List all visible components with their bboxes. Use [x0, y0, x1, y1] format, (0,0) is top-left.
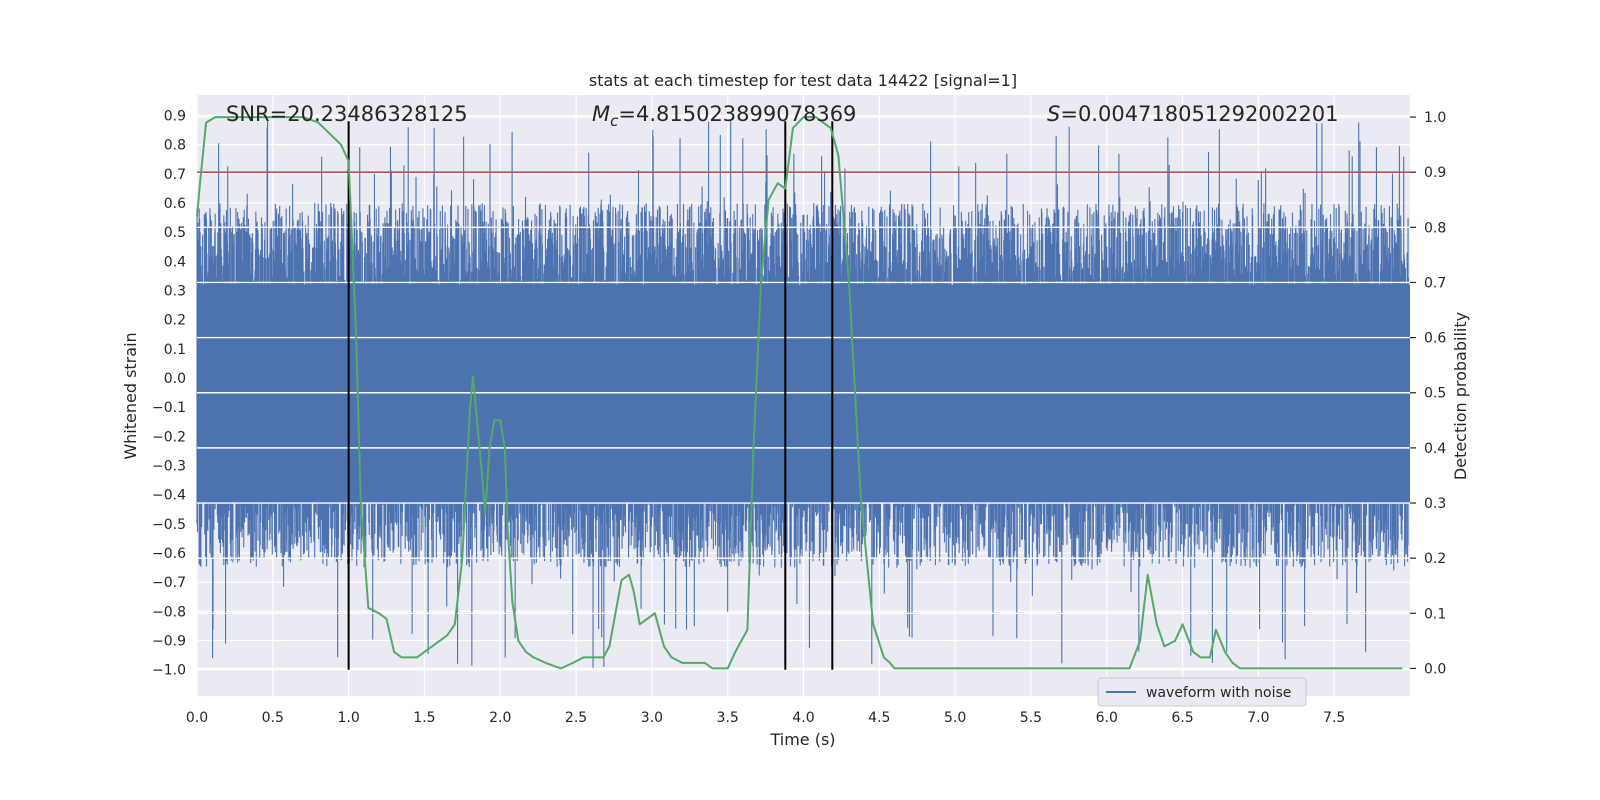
y-axis-left-label: Whitened strain: [121, 332, 140, 459]
y-right-tick-label-9: 0.1: [1424, 606, 1446, 622]
y-left-tick-label-5: 0.4: [164, 254, 186, 270]
y-right-tick-label-5: 0.5: [1424, 386, 1446, 402]
y-left-tick-label-9: 0.0: [164, 371, 186, 387]
x-tick-label-2: 1.0: [337, 710, 359, 726]
y-left-tick-label-0: 0.9: [164, 108, 186, 124]
y-axis-left-ticks: 0.9 0.8 0.7 0.6 0.5 0.4 0.3 0.2 0.1 0.0 −0.1 −0.2 −0…: [152, 108, 186, 678]
x-tick-label-12: 6.0: [1096, 710, 1118, 726]
x-axis-ticks: 0.0 0.5 1.0 1.5 2.0 2.5 3.0 3.5 4.0 4.5 5.0 5.5 6.0 6…: [186, 710, 1345, 726]
y-left-tick-label-11: −0.2: [152, 429, 186, 445]
y-left-tick-label-6: 0.3: [164, 283, 186, 299]
y-right-tick-label-2: 0.8: [1424, 220, 1446, 236]
event-markers: [347, 121, 834, 670]
y-left-tick-label-19: −1.0: [152, 663, 186, 679]
s-symbol: S: [1047, 102, 1060, 126]
y-right-tick-label-7: 0.3: [1424, 496, 1446, 512]
chirp-mass-symbol: M: [592, 102, 610, 126]
s-value: =0.004718051292002201: [1060, 102, 1338, 126]
x-tick-label-7: 3.5: [717, 710, 739, 726]
y-axis-right-ticks: 1.0 0.9 0.8 0.7 0.6 0.5 0.4 0.3 0.2 0.1 0.0: [1410, 110, 1446, 677]
x-tick-label-4: 2.0: [489, 710, 511, 726]
y-left-tick-label-17: −0.8: [152, 604, 186, 620]
y-axis-right-label: Detection probability: [1451, 312, 1470, 480]
s-annotation: S=0.004718051292002201: [1047, 102, 1338, 126]
snr-annotation: SNR=20.23486328125: [226, 102, 468, 126]
chirp-mass-subscript: c: [610, 112, 619, 130]
x-tick-label-3: 1.5: [413, 710, 435, 726]
waveform-core-band: [197, 284, 1410, 504]
chart-title: stats at each timestep for test data 144…: [589, 71, 1017, 90]
x-tick-label-15: 7.5: [1323, 710, 1345, 726]
y-left-tick-label-1: 0.8: [164, 138, 186, 154]
y-left-tick-label-2: 0.7: [164, 167, 186, 183]
y-right-tick-label-0: 1.0: [1424, 110, 1446, 126]
y-left-tick-label-8: 0.1: [164, 342, 186, 358]
probability-series: [196, 116, 1403, 670]
x-tick-label-6: 3.0: [641, 710, 663, 726]
y-right-tick-label-4: 0.6: [1424, 331, 1446, 347]
x-tick-label-5: 2.5: [565, 710, 587, 726]
x-tick-label-9: 4.5: [868, 710, 890, 726]
y-left-tick-label-18: −0.9: [152, 634, 186, 650]
x-tick-label-11: 5.5: [1020, 710, 1042, 726]
y-right-tick-label-10: 0.0: [1424, 661, 1446, 677]
y-left-tick-label-7: 0.2: [164, 313, 186, 329]
x-tick-label-8: 4.0: [792, 710, 814, 726]
x-tick-label-0: 0.0: [186, 710, 208, 726]
chirp-mass-annotation: Mc=4.815023899078369: [592, 102, 856, 130]
y-right-tick-label-1: 0.9: [1424, 165, 1446, 181]
y-left-tick-label-14: −0.5: [152, 517, 186, 533]
probability-line: [196, 116, 1403, 670]
y-right-tick-label-3: 0.7: [1424, 275, 1446, 291]
legend-box: [1097, 677, 1307, 707]
y-left-tick-label-4: 0.5: [164, 225, 186, 241]
chirp-mass-value: =4.815023899078369: [618, 102, 856, 126]
x-tick-label-13: 6.5: [1171, 710, 1193, 726]
x-tick-label-1: 0.5: [262, 710, 284, 726]
waveform-core: [197, 284, 1410, 504]
y-right-tick-label-8: 0.2: [1424, 551, 1446, 567]
x-tick-label-14: 7.0: [1247, 710, 1269, 726]
y-left-tick-label-15: −0.6: [152, 546, 186, 562]
x-tick-label-10: 5.0: [944, 710, 966, 726]
x-axis-label: Time (s): [769, 730, 835, 749]
y-left-tick-label-10: −0.1: [152, 400, 186, 416]
y-right-tick-label-6: 0.4: [1424, 441, 1446, 457]
y-left-tick-label-16: −0.7: [152, 575, 186, 591]
legend-label-waveform: waveform with noise: [1146, 685, 1291, 701]
y-left-tick-label-12: −0.3: [152, 459, 186, 475]
y-left-tick-label-3: 0.6: [164, 196, 186, 212]
y-left-tick-label-13: −0.4: [152, 488, 186, 504]
legend: waveform with noise: [1097, 677, 1307, 707]
